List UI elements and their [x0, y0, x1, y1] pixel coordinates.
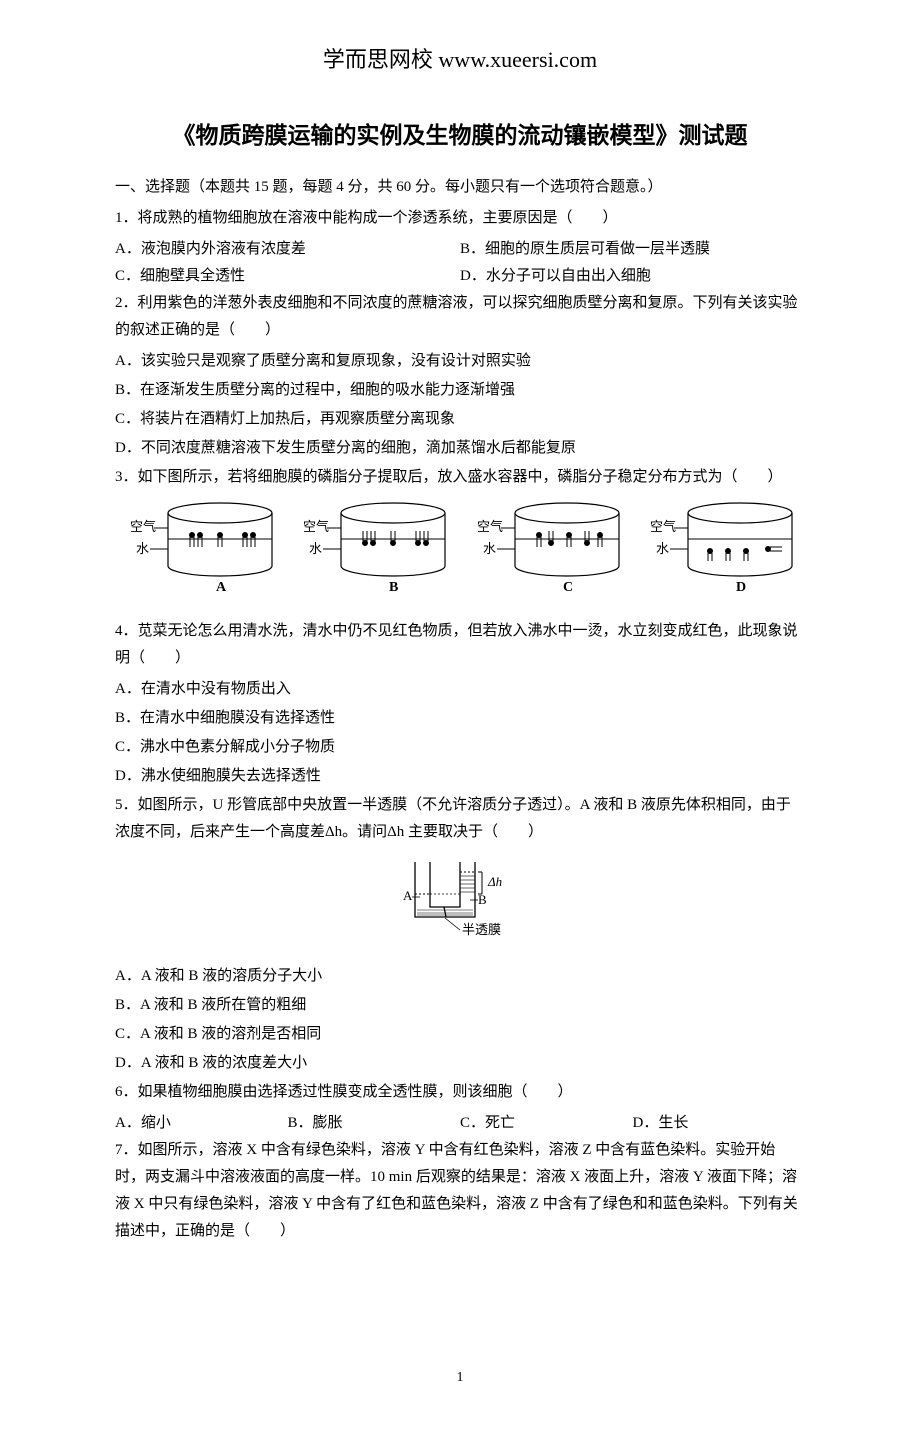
- membrane-label: 半透膜: [462, 922, 501, 937]
- q5-option-c: C．A 液和 B 液的溶剂是否相同: [115, 1021, 805, 1048]
- q3-diagram-b: 空气 水 B: [293, 501, 453, 606]
- label-c: C: [563, 580, 573, 595]
- label-b: B: [478, 892, 487, 907]
- page-number: 1: [115, 1365, 805, 1390]
- delta-h-label: Δh: [487, 874, 502, 889]
- q2-option-c: C．将装片在酒精灯上加热后，再观察质壁分离现象: [115, 406, 805, 433]
- label-b: B: [389, 580, 398, 595]
- q6-option-d: D．生长: [633, 1110, 806, 1137]
- site-header: 学而思网校 www.xueersi.com: [115, 40, 805, 80]
- q3-diagram-c: 空气 水 C: [467, 501, 627, 606]
- q6-option-b: B．膨胀: [288, 1110, 461, 1137]
- water-label: 水: [656, 541, 669, 556]
- q1-option-a: A．液泡膜内外溶液有浓度差: [115, 236, 460, 263]
- q1-option-c: C．细胞壁具全透性: [115, 263, 460, 290]
- q1-options: A．液泡膜内外溶液有浓度差 B．细胞的原生质层可看做一层半透膜 C．细胞壁具全透…: [115, 236, 805, 290]
- q3-diagram-a: 空气 水 A: [120, 501, 280, 606]
- air-label: 空气: [130, 519, 156, 534]
- q6-option-c: C．死亡: [460, 1110, 633, 1137]
- air-label: 空气: [477, 519, 503, 534]
- question-5: 5．如图所示，U 形管底部中央放置一半透膜（不允许溶质分子透过）。A 液和 B …: [115, 792, 805, 846]
- q5-option-b: B．A 液和 B 液所在管的粗细: [115, 992, 805, 1019]
- q3-diagram-d: 空气 水 D: [640, 501, 800, 606]
- q2-option-a: A．该实验只是观察了质壁分离和复原现象，没有设计对照实验: [115, 348, 805, 375]
- q5-option-a: A．A 液和 B 液的溶质分子大小: [115, 963, 805, 990]
- question-1: 1．将成熟的植物细胞放在溶液中能构成一个渗透系统，主要原因是（ ）: [115, 205, 805, 232]
- water-label: 水: [483, 541, 496, 556]
- q2-option-b: B．在逐渐发生质壁分离的过程中，细胞的吸水能力逐渐增强: [115, 377, 805, 404]
- section-intro: 一、选择题（本题共 15 题，每题 4 分，共 60 分。每小题只有一个选项符合…: [115, 174, 805, 201]
- q4-option-b: B．在清水中细胞膜没有选择透性: [115, 705, 805, 732]
- q1-option-b: B．细胞的原生质层可看做一层半透膜: [460, 236, 805, 263]
- air-label: 空气: [650, 519, 676, 534]
- q5-diagram: Δh A B 半透膜: [115, 852, 805, 957]
- q4-option-a: A．在清水中没有物质出入: [115, 676, 805, 703]
- cylinder-c-icon: 空气 水 C: [467, 501, 627, 596]
- water-label: 水: [136, 541, 149, 556]
- question-3: 3．如下图所示，若将细胞膜的磷脂分子提取后，放入盛水容器中，磷脂分子稳定分布方式…: [115, 464, 805, 491]
- exam-title: 《物质跨膜运输的实例及生物膜的流动镶嵌模型》测试题: [115, 115, 805, 156]
- water-label: 水: [309, 541, 322, 556]
- cylinder-b-icon: 空气 水 B: [293, 501, 453, 596]
- q5-option-d: D．A 液和 B 液的浓度差大小: [115, 1050, 805, 1077]
- question-4: 4．苋菜无论怎么用清水洗，清水中仍不见红色物质，但若放入沸水中一烫，水立刻变成红…: [115, 618, 805, 672]
- cylinder-d-icon: 空气 水 D: [640, 501, 800, 596]
- q4-option-c: C．沸水中色素分解成小分子物质: [115, 734, 805, 761]
- label-d: D: [736, 580, 746, 595]
- question-2: 2．利用紫色的洋葱外表皮细胞和不同浓度的蔗糖溶液，可以探究细胞质壁分离和复原。下…: [115, 290, 805, 344]
- question-7: 7．如图所示，溶液 X 中含有绿色染料，溶液 Y 中含有红色染料，溶液 Z 中含…: [115, 1137, 805, 1245]
- label-a: A: [216, 580, 227, 595]
- q2-option-d: D．不同浓度蔗糖溶液下发生质壁分离的细胞，滴加蒸馏水后都能复原: [115, 435, 805, 462]
- q3-diagrams: 空气 水 A 空气 水 B: [115, 501, 805, 606]
- cylinder-a-icon: 空气 水 A: [120, 501, 280, 596]
- question-6: 6．如果植物细胞膜由选择透过性膜变成全透性膜，则该细胞（ ）: [115, 1079, 805, 1106]
- air-label: 空气: [303, 519, 329, 534]
- q6-options: A．缩小 B．膨胀 C．死亡 D．生长: [115, 1110, 805, 1137]
- label-a: A: [403, 888, 413, 903]
- q6-option-a: A．缩小: [115, 1110, 288, 1137]
- q4-option-d: D．沸水使细胞膜失去选择透性: [115, 763, 805, 790]
- q1-option-d: D．水分子可以自由出入细胞: [460, 263, 805, 290]
- u-tube-icon: Δh A B 半透膜: [370, 852, 550, 947]
